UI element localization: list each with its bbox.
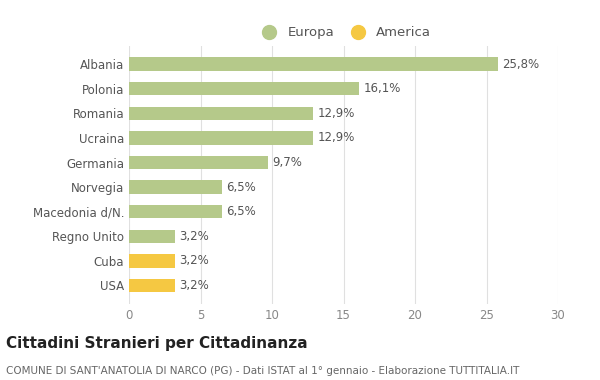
Bar xyxy=(129,230,175,243)
Text: 16,1%: 16,1% xyxy=(364,82,401,95)
Bar xyxy=(129,156,268,169)
Text: 25,8%: 25,8% xyxy=(502,58,539,71)
Text: 12,9%: 12,9% xyxy=(318,107,355,120)
Legend: Europa, America: Europa, America xyxy=(250,21,437,45)
Bar xyxy=(129,180,222,194)
Text: 3,2%: 3,2% xyxy=(179,230,209,243)
Text: 12,9%: 12,9% xyxy=(318,131,355,144)
Text: 6,5%: 6,5% xyxy=(226,180,256,193)
Bar xyxy=(129,279,175,292)
Text: 6,5%: 6,5% xyxy=(226,205,256,218)
Bar xyxy=(129,131,313,145)
Bar xyxy=(129,205,222,218)
Text: 3,2%: 3,2% xyxy=(179,279,209,292)
Text: COMUNE DI SANT'ANATOLIA DI NARCO (PG) - Dati ISTAT al 1° gennaio - Elaborazione : COMUNE DI SANT'ANATOLIA DI NARCO (PG) - … xyxy=(6,366,520,376)
Bar xyxy=(129,82,359,95)
Text: 3,2%: 3,2% xyxy=(179,254,209,268)
Bar xyxy=(129,106,313,120)
Text: 9,7%: 9,7% xyxy=(272,156,302,169)
Text: Cittadini Stranieri per Cittadinanza: Cittadini Stranieri per Cittadinanza xyxy=(6,336,308,351)
Bar xyxy=(129,254,175,268)
Bar xyxy=(129,57,498,71)
